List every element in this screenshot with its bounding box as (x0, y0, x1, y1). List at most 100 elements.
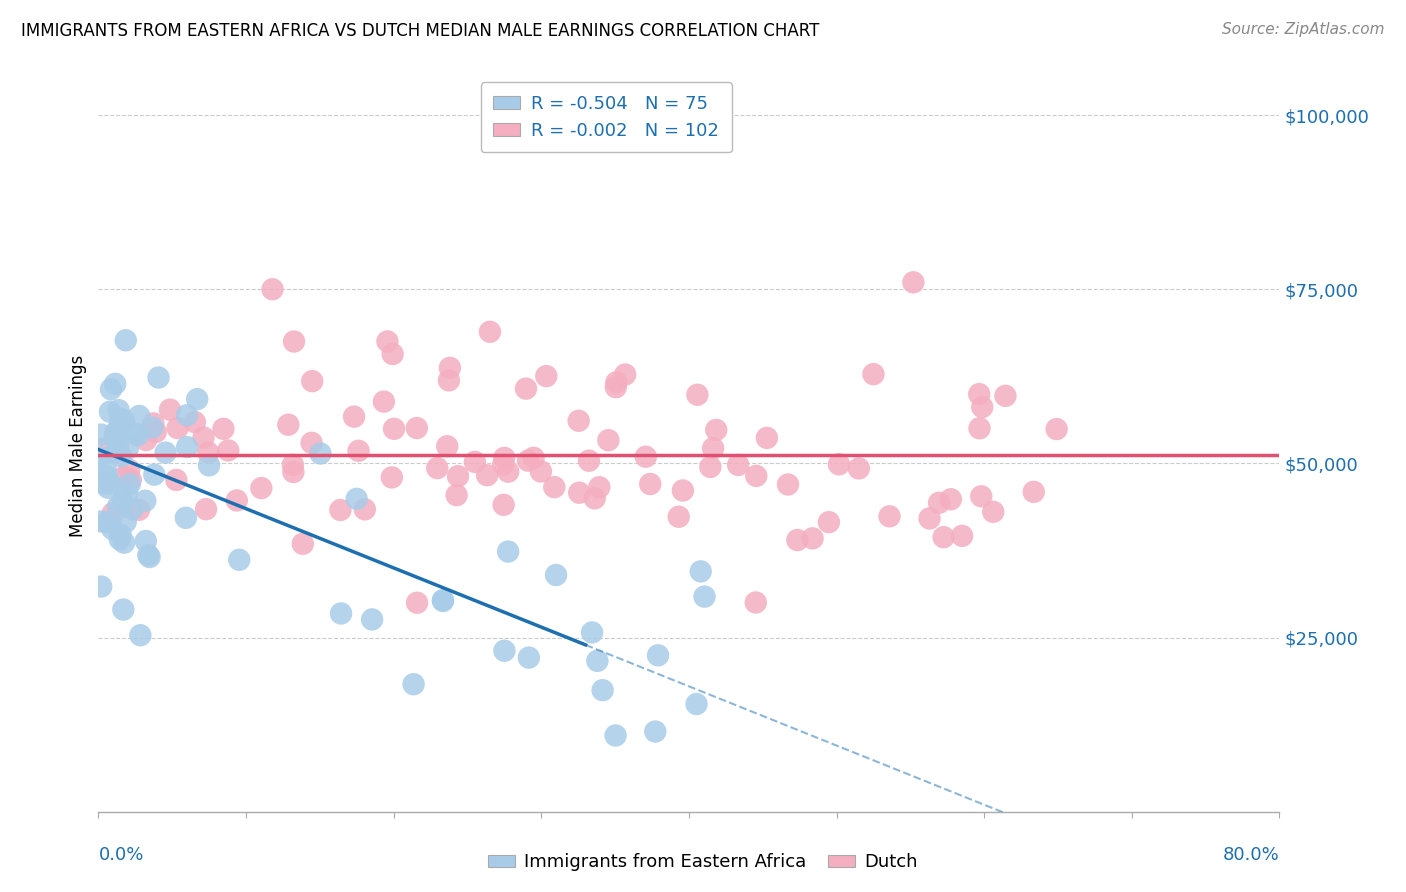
Point (638, 477, 661, 491)
Point (148, 370, 170, 384)
Point (212, 422, 235, 436)
Point (129, 628, 152, 642)
Point (432, 594, 454, 608)
Point (523, 450, 546, 465)
Point (492, 458, 515, 472)
Point (848, 461, 870, 475)
Point (439, 360, 461, 375)
Point (277, 417, 299, 432)
Point (107, 499, 129, 513)
Point (100, 382, 122, 396)
Point (110, 412, 132, 426)
Point (605, 380, 627, 394)
Point (141, 420, 163, 434)
Point (281, 458, 304, 472)
Point (118, 477, 141, 491)
Point (96, 469, 118, 483)
Point (727, 458, 749, 472)
Point (105, 427, 128, 442)
Point (142, 417, 165, 431)
Point (592, 683, 614, 698)
Point (970, 489, 993, 503)
Point (382, 422, 405, 436)
Point (112, 413, 135, 427)
Point (928, 496, 950, 510)
Point (343, 409, 366, 424)
Point (120, 473, 142, 487)
Point (121, 502, 143, 516)
Point (543, 480, 565, 494)
Point (96, 515, 118, 529)
Text: 80.0%: 80.0% (1223, 847, 1279, 864)
Point (250, 481, 273, 495)
Point (568, 485, 591, 500)
Point (588, 480, 610, 494)
Point (605, 376, 627, 390)
Point (568, 414, 591, 428)
Point (104, 425, 127, 440)
Point (918, 511, 941, 525)
Point (494, 644, 516, 658)
Point (127, 428, 149, 442)
Point (101, 522, 124, 536)
Point (699, 460, 721, 475)
Point (104, 445, 127, 459)
Point (135, 433, 157, 447)
Point (685, 697, 707, 711)
Point (103, 432, 125, 446)
Point (104, 376, 127, 391)
Point (447, 469, 470, 483)
Point (128, 409, 150, 423)
Point (291, 537, 314, 551)
Point (994, 389, 1017, 403)
Point (166, 421, 188, 435)
Point (186, 392, 208, 406)
Point (174, 511, 197, 525)
Point (111, 494, 134, 508)
Point (283, 334, 305, 349)
Point (939, 492, 962, 507)
Point (932, 530, 955, 544)
Point (134, 493, 156, 508)
Point (704, 423, 727, 437)
Point (346, 491, 368, 506)
Point (634, 450, 657, 464)
Point (530, 465, 553, 479)
Point (176, 440, 198, 454)
Point (330, 607, 353, 621)
Legend: Immigrants from Eastern Africa, Dutch: Immigrants from Eastern Africa, Dutch (481, 847, 925, 879)
Point (114, 333, 136, 347)
Point (128, 503, 150, 517)
Point (347, 443, 370, 458)
Point (432, 593, 454, 607)
Point (108, 420, 131, 434)
Point (446, 488, 468, 502)
Point (381, 470, 404, 484)
Point (115, 486, 138, 500)
Point (406, 596, 429, 610)
Point (745, 469, 768, 483)
Point (478, 325, 501, 339)
Point (405, 421, 427, 435)
Point (605, 729, 627, 743)
Point (496, 465, 519, 479)
Point (702, 442, 724, 456)
Point (193, 430, 215, 444)
Point (114, 515, 136, 529)
Point (155, 445, 177, 459)
Point (517, 650, 540, 665)
Point (373, 394, 395, 409)
Point (981, 505, 1004, 519)
Point (693, 590, 716, 604)
Point (381, 347, 404, 361)
Point (644, 724, 666, 739)
Point (686, 388, 709, 402)
Point (159, 402, 181, 417)
Legend: R = -0.504   N = 75, R = -0.002   N = 102: R = -0.504 N = 75, R = -0.002 N = 102 (481, 82, 731, 153)
Point (165, 473, 187, 487)
Point (377, 334, 399, 349)
Point (136, 548, 159, 562)
Point (903, 275, 925, 289)
Point (578, 453, 600, 467)
Point (967, 387, 990, 401)
